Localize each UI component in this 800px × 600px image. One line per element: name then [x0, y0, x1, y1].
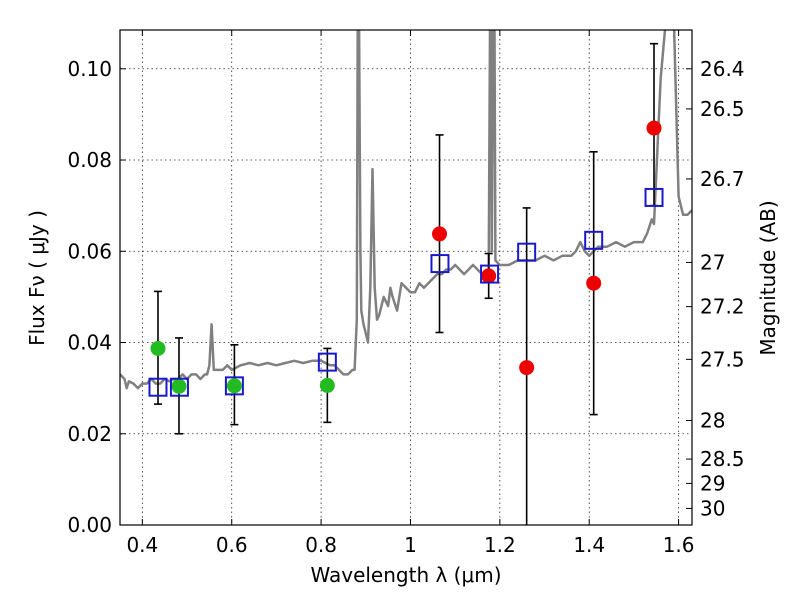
red-data-point	[519, 360, 535, 376]
grid	[120, 30, 692, 525]
x-tick-label: 1.6	[663, 533, 695, 557]
x-axis-label: Wavelength λ (μm)	[310, 563, 501, 587]
model-photometry-square	[644, 187, 664, 207]
y-tick-label: 0.00	[67, 513, 112, 537]
x-tick-label: 1.4	[573, 533, 605, 557]
y-tick-label: 0.10	[67, 57, 112, 81]
model-photometry-square	[584, 230, 604, 250]
model-photometry-square	[317, 352, 337, 372]
magnitude-axis-label: Magnitude (AB)	[756, 200, 780, 355]
y-tick-label: 0.02	[67, 422, 112, 446]
model-photometry-square	[517, 242, 537, 262]
magnitude-tick-label: 27.5	[700, 347, 745, 371]
red-data-point	[481, 268, 497, 284]
y-tick-label: 0.04	[67, 331, 112, 355]
magnitude-tick-label: 26.7	[700, 167, 745, 191]
model-photometry-square	[169, 377, 189, 397]
green-data-point	[150, 340, 166, 356]
green-data-point	[319, 377, 335, 393]
magnitude-tick-label: 26.5	[700, 97, 745, 121]
x-tick-label: 0.6	[216, 533, 248, 557]
y-tick-label: 0.06	[67, 239, 112, 263]
green-data-point	[226, 378, 242, 394]
plot-frame	[119, 29, 693, 526]
model-photometry-square	[148, 377, 168, 397]
errorbar-layer	[153, 42, 659, 525]
x-tick-label: 1	[404, 533, 417, 557]
magnitude-tick-label: 30	[700, 496, 725, 520]
magnitude-tick-label: 28.5	[700, 447, 745, 471]
spectrum-layer	[120, 30, 692, 390]
x-tick-label: 0.8	[305, 533, 337, 557]
x-tick-label: 1.2	[484, 533, 516, 557]
model-photometry-square	[224, 376, 244, 396]
magnitude-tick-label: 27.2	[700, 295, 745, 319]
magnitude-tick-label: 28	[700, 408, 725, 432]
magnitude-tick-label: 27	[700, 250, 725, 274]
red-data-point	[586, 275, 602, 291]
x-tick-label: 0.4	[126, 533, 158, 557]
spectrum-line	[120, 30, 692, 390]
y-axis: 0.00 0.02 0.04 0.06 0.08 0.10	[67, 57, 126, 537]
model-photometry-square	[430, 254, 450, 274]
y-axis-label: Flux Fν ( μJy )	[25, 210, 49, 346]
y-tick-label: 0.08	[67, 148, 112, 172]
green-data-point	[171, 378, 187, 394]
red-data-point	[432, 226, 448, 242]
red-data-point	[646, 120, 662, 136]
points-layer	[148, 120, 664, 397]
magnitude-tick-label: 29	[700, 471, 725, 495]
magnitude-tick-label: 26.4	[700, 57, 745, 81]
model-photometry-square	[480, 264, 500, 284]
x-axis: 0.4 0.6 0.8 1 1.2 1.4 1.6	[126, 30, 695, 557]
